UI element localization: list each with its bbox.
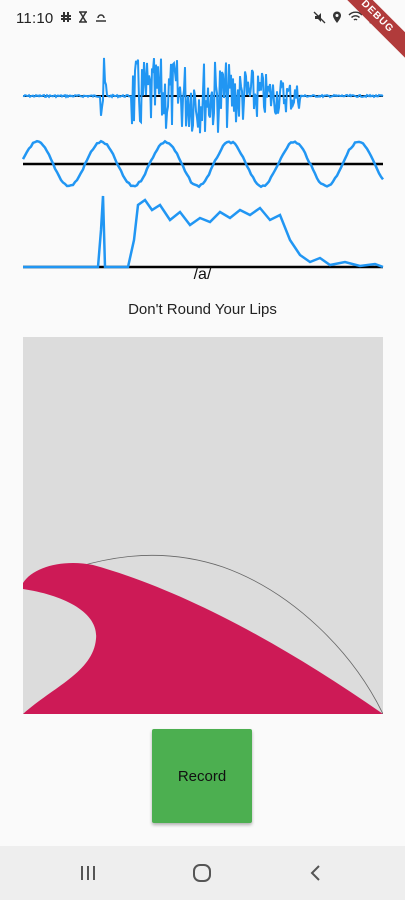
weather-icon [96,14,106,22]
audio-signal [22,57,384,134]
hourglass-icon [79,11,87,23]
home-icon [193,864,211,882]
phoneme-label: /a/ [193,266,212,283]
status-time: 11:10 [16,10,54,27]
pitch-signal [21,139,385,189]
status-left-icons [60,11,108,23]
mute-icon [313,11,326,24]
slack-icon [61,12,71,22]
palate-outline [22,554,384,715]
back-icon [310,865,320,881]
back-button[interactable] [296,858,336,888]
recent-apps-icon [81,866,95,880]
recent-apps-button[interactable] [68,858,108,888]
tongue-diagram [22,554,384,715]
energy-signal [23,195,384,269]
tongue-position-panel [22,337,384,715]
tongue-shape [23,563,383,714]
status-bar: 11:10 [0,0,405,38]
record-button[interactable]: Record [152,729,252,823]
audio-waveform [22,57,384,134]
location-icon [333,11,341,23]
navigation-bar [0,846,405,900]
home-button[interactable] [182,858,222,888]
instruction-text: Don't Round Your Lips [128,301,277,318]
waveform-panel [21,57,385,269]
energy-waveform [23,195,384,269]
pitch-waveform [21,139,385,189]
